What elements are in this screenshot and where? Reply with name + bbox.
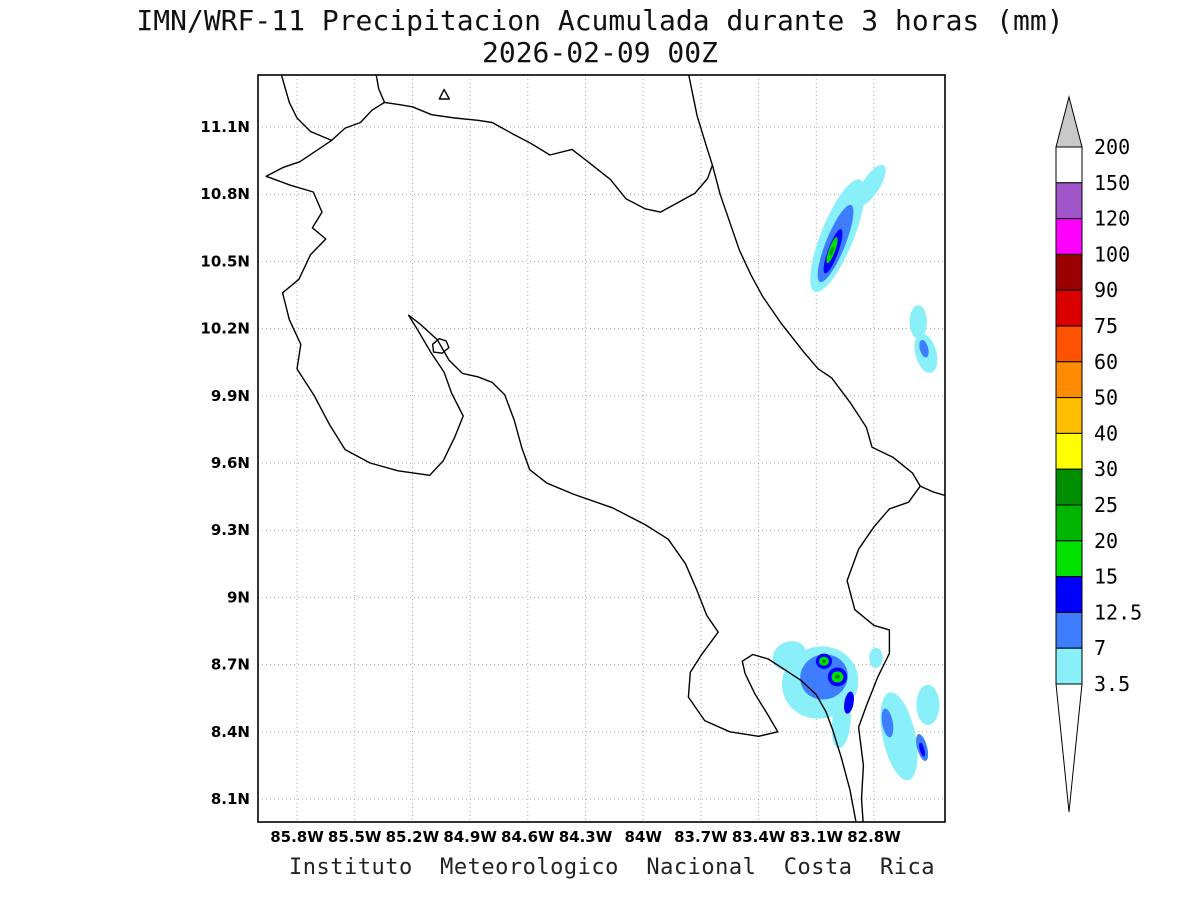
x-tick-label: 83.1W xyxy=(790,828,844,846)
precip-cell-7mm xyxy=(881,708,894,738)
colorbar-segment xyxy=(1055,647,1083,685)
colorbar-label: 12.5 xyxy=(1094,600,1142,624)
y-tick-label: 10.5N xyxy=(200,252,250,270)
y-tick-label: 9.9N xyxy=(211,387,250,405)
x-tick-label: 83.7W xyxy=(674,828,728,846)
y-tick-label: 11.1N xyxy=(200,118,250,136)
y-tick-label: 9N xyxy=(227,588,250,606)
coastline-borderNorth xyxy=(330,101,386,142)
colorbar-segment xyxy=(1055,361,1083,399)
colorbar-label: 75 xyxy=(1094,314,1118,338)
precip-cell-12.5mm xyxy=(844,691,854,714)
x-tick-label: 82.8W xyxy=(847,828,901,846)
precip-cell-25mm xyxy=(829,247,834,256)
precip-cell-3.5mm xyxy=(909,305,927,339)
x-tick-label: 85.5W xyxy=(328,828,382,846)
map-title-line2: 2026-02-09 00Z xyxy=(481,36,718,69)
colorbar-segment xyxy=(1055,289,1083,327)
colorbar-label: 100 xyxy=(1094,242,1130,266)
map-canvas: 85.8W 85.5W 85.2W 84.9W 84.6W 84.3W 84W 83.7W 83… xyxy=(200,74,946,846)
map-frame xyxy=(257,74,946,823)
coastline-borderSouth xyxy=(846,485,921,822)
colorbar-segment xyxy=(1055,397,1083,434)
colorbar-segment xyxy=(1055,253,1083,291)
map-title-line1: IMN/WRF-11 Precipitacion Acumulada duran… xyxy=(136,4,1064,37)
footer-credit: Instituto Meteorologico Nacional Costa R… xyxy=(288,855,936,880)
colorbar-top-arrow xyxy=(1055,95,1083,148)
colorbar-segment xyxy=(1055,432,1083,470)
colorbar-label: 30 xyxy=(1094,457,1118,481)
colorbar-label: 25 xyxy=(1094,493,1118,517)
y-tick-label: 9.6N xyxy=(211,454,250,472)
colorbar-label: 120 xyxy=(1094,207,1130,231)
colorbar-label: 150 xyxy=(1094,171,1130,195)
colorbar-segment xyxy=(1055,182,1083,220)
coastline-lakeIsland xyxy=(438,88,450,100)
coastline-chiraIsland xyxy=(431,338,450,354)
precip-cell-25mm xyxy=(834,674,840,680)
coastline-caribbean xyxy=(688,75,945,497)
colorbar: 200 150 120 100 90 75 60 50 40 30 25 20 15 12.5 7 3.5 xyxy=(1055,95,1142,813)
colorbar-bottom-arrow xyxy=(1055,683,1083,813)
coastline-lakeShoreWest xyxy=(375,75,386,104)
precip-cell-25mm xyxy=(822,659,826,664)
colorbar-label: 20 xyxy=(1094,529,1118,553)
y-tick-label: 8.4N xyxy=(211,723,250,741)
colorbar-segment xyxy=(1055,576,1083,613)
precip-cell-3.5mm xyxy=(916,684,940,726)
coastline-pacific xyxy=(265,75,857,822)
colorbar-label: 40 xyxy=(1094,421,1118,445)
x-tick-label: 85.8W xyxy=(270,828,324,846)
colorbar-label: 7 xyxy=(1094,636,1106,660)
x-tick-label: 84W xyxy=(624,828,662,846)
colorbar-label: 15 xyxy=(1094,565,1118,589)
colorbar-segment xyxy=(1055,218,1083,255)
x-tick-label: 84.9W xyxy=(443,828,497,846)
precip-cell-12.5mm xyxy=(919,742,925,757)
y-tick-label: 8.7N xyxy=(211,656,250,674)
precip-cell-7mm xyxy=(919,340,929,358)
colorbar-segment xyxy=(1055,504,1083,542)
colorbar-label: 50 xyxy=(1094,386,1118,410)
precip-cell-3.5mm xyxy=(856,164,886,206)
x-tick-label: 83.4W xyxy=(732,828,786,846)
colorbar-segment xyxy=(1055,611,1083,649)
y-tick-label: 10.8N xyxy=(200,185,250,203)
colorbar-segment xyxy=(1055,468,1083,506)
map-plot-area xyxy=(258,75,945,822)
colorbar-segment xyxy=(1055,146,1083,184)
y-tick-label: 10.2N xyxy=(200,320,250,338)
precip-cell-3.5mm xyxy=(869,647,883,668)
colorbar-label: 90 xyxy=(1094,278,1118,302)
colorbar-segment xyxy=(1055,540,1083,578)
y-tick-label: 8.1N xyxy=(211,790,250,808)
y-tick-label: 9.3N xyxy=(211,521,250,539)
coastline-lakeRiverEast xyxy=(383,101,714,213)
x-tick-label: 84.6W xyxy=(501,828,555,846)
x-tick-label: 84.3W xyxy=(559,828,613,846)
precip-cell-3.5mm xyxy=(772,641,807,671)
colorbar-label: 60 xyxy=(1094,350,1118,374)
colorbar-segment xyxy=(1055,325,1083,363)
colorbar-label: 3.5 xyxy=(1094,672,1130,696)
colorbar-label: 200 xyxy=(1094,135,1130,159)
precip-cell-7mm xyxy=(800,654,848,700)
x-tick-label: 85.2W xyxy=(386,828,440,846)
